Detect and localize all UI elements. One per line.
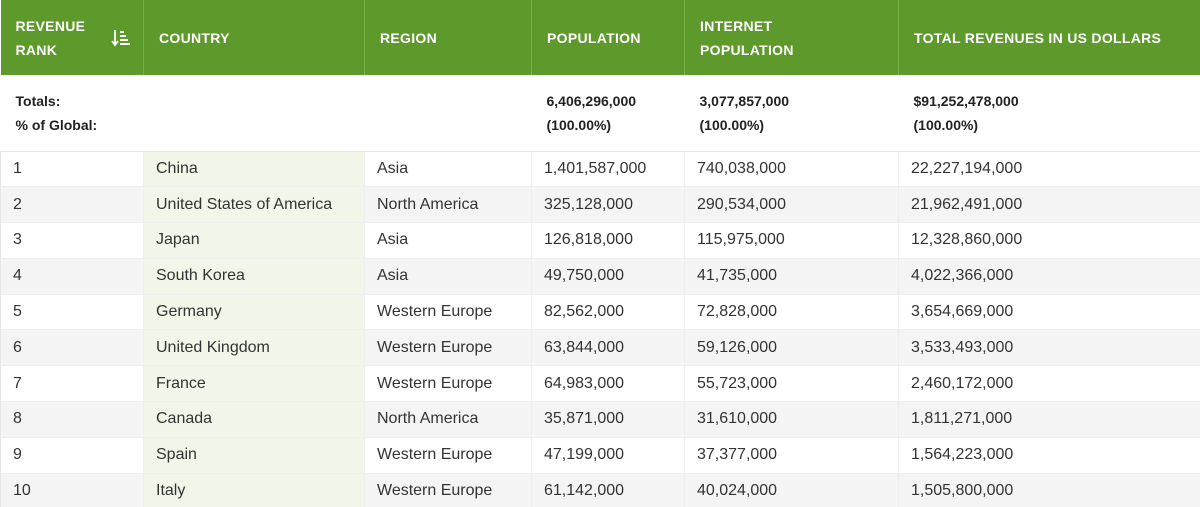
table-row: 3 Japan Asia 126,818,000 115,975,000 12,… [0, 222, 1200, 259]
country-cell: Canada [143, 401, 365, 438]
internet-population-cell: 290,534,000 [684, 186, 899, 224]
internet-population-cell: 740,038,000 [684, 151, 899, 188]
table-row: 8 Canada North America 35,871,000 31,610… [0, 401, 1200, 438]
region-cell: Western Europe [364, 437, 532, 474]
population-cell: 1,401,587,000 [531, 151, 685, 188]
totals-revenue: $91,252,478,000 (100.00%) [898, 75, 1200, 152]
rank-cell: 10 [0, 473, 144, 507]
region-cell: Western Europe [364, 294, 532, 331]
revenue-cell: 3,533,493,000 [898, 329, 1200, 367]
rank-cell: 7 [0, 365, 144, 403]
totals-row: Totals: % of Global: 6,406,296,000 (100.… [0, 75, 1200, 152]
region-cell: North America [364, 186, 532, 224]
country-cell: United Kingdom [143, 329, 365, 367]
rank-header-label: REVENUE RANK [15, 17, 86, 58]
population-cell: 61,142,000 [531, 473, 685, 507]
internet-population-cell: 41,735,000 [684, 258, 899, 295]
table-row: 6 United Kingdom Western Europe 63,844,0… [0, 329, 1200, 367]
population-cell: 49,750,000 [531, 258, 685, 295]
revenue-cell: 1,505,800,000 [898, 473, 1200, 507]
internet-population-cell: 59,126,000 [684, 329, 899, 367]
region-cell: Asia [364, 151, 532, 188]
internet-population-cell: 37,377,000 [684, 437, 899, 474]
internet-population-cell: 115,975,000 [684, 222, 899, 259]
region-cell: Western Europe [364, 329, 532, 367]
data-rows: 1 China Asia 1,401,587,000 740,038,000 2… [0, 151, 1200, 507]
rank-cell: 6 [0, 329, 144, 367]
revenue-cell: 12,328,860,000 [898, 222, 1200, 259]
internet-population-cell: 31,610,000 [684, 401, 899, 438]
table-header: REVENUE RANK COUNTRY REGIO [0, 0, 1200, 75]
country-cell: France [143, 365, 365, 403]
country-cell: Spain [143, 437, 365, 474]
population-cell: 47,199,000 [531, 437, 685, 474]
column-header-region[interactable]: REGION [364, 0, 532, 75]
country-cell: Italy [143, 473, 365, 507]
population-cell: 35,871,000 [531, 401, 685, 438]
population-cell: 325,128,000 [531, 186, 685, 224]
table-row: 2 United States of America North America… [0, 186, 1200, 224]
internet-population-cell: 72,828,000 [684, 294, 899, 331]
rank-cell: 4 [0, 258, 144, 295]
column-header-total-revenues[interactable]: TOTAL REVENUES IN US DOLLARS [898, 0, 1200, 75]
country-cell: United States of America [143, 186, 365, 224]
country-cell: Germany [143, 294, 365, 331]
revenue-cell: 22,227,194,000 [898, 151, 1200, 188]
column-header-population[interactable]: POPULATION [531, 0, 685, 75]
rank-cell: 2 [0, 186, 144, 224]
country-cell: Japan [143, 222, 365, 259]
rank-cell: 9 [0, 437, 144, 474]
country-cell: South Korea [143, 258, 365, 295]
revenue-cell: 1,564,223,000 [898, 437, 1200, 474]
region-cell: North America [364, 401, 532, 438]
column-header-revenue-rank[interactable]: REVENUE RANK [0, 0, 144, 75]
country-cell: China [143, 151, 365, 188]
revenue-cell: 1,811,271,000 [898, 401, 1200, 438]
table-row: 9 Spain Western Europe 47,199,000 37,377… [0, 437, 1200, 474]
column-header-internet-population[interactable]: INTERNET POPULATION [684, 0, 899, 75]
rank-cell: 3 [0, 222, 144, 259]
internet-population-cell: 55,723,000 [684, 365, 899, 403]
region-cell: Western Europe [364, 365, 532, 403]
table-row: 5 Germany Western Europe 82,562,000 72,8… [0, 294, 1200, 331]
rank-cell: 8 [0, 401, 144, 438]
totals-population: 6,406,296,000 (100.00%) [531, 75, 685, 152]
revenue-cell: 4,022,366,000 [898, 258, 1200, 295]
table-row: 1 China Asia 1,401,587,000 740,038,000 2… [0, 151, 1200, 188]
column-header-country[interactable]: COUNTRY [143, 0, 365, 75]
internet-population-cell: 40,024,000 [684, 473, 899, 507]
table-row: 7 France Western Europe 64,983,000 55,72… [0, 365, 1200, 403]
totals-label: Totals: % of Global: [0, 75, 532, 152]
totals-section: Totals: % of Global: 6,406,296,000 (100.… [0, 75, 1200, 152]
table-row: 4 South Korea Asia 49,750,000 41,735,000… [0, 258, 1200, 295]
population-cell: 82,562,000 [531, 294, 685, 331]
region-cell: Western Europe [364, 473, 532, 507]
population-cell: 63,844,000 [531, 329, 685, 367]
revenue-cell: 21,962,491,000 [898, 186, 1200, 224]
revenue-cell: 3,654,669,000 [898, 294, 1200, 331]
totals-internet-population: 3,077,857,000 (100.00%) [684, 75, 899, 152]
region-cell: Asia [364, 222, 532, 259]
region-cell: Asia [364, 258, 532, 295]
rank-cell: 5 [0, 294, 144, 331]
population-cell: 64,983,000 [531, 365, 685, 403]
sort-descending-icon[interactable] [111, 28, 131, 48]
revenue-cell: 2,460,172,000 [898, 365, 1200, 403]
table-row: 10 Italy Western Europe 61,142,000 40,02… [0, 473, 1200, 507]
population-cell: 126,818,000 [531, 222, 685, 259]
rank-cell: 1 [0, 151, 144, 188]
